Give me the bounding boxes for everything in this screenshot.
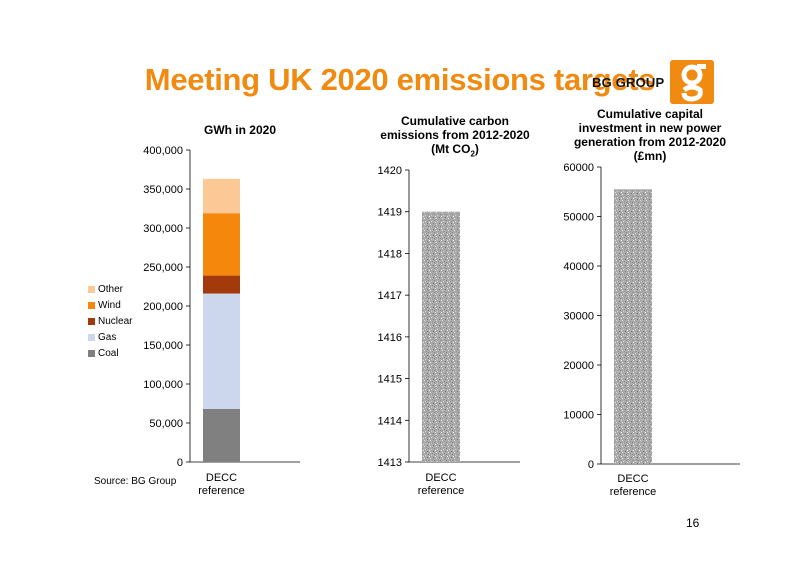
legend-swatch-gas — [88, 333, 95, 341]
chart1-y-tick-label-7: 350,000 — [143, 184, 183, 196]
chart3-title: Cumulative capital investment in new pow… — [560, 107, 740, 163]
chart2-y-tick-label-1: 1414 — [378, 415, 402, 427]
chart3-title-line1: Cumulative capital — [596, 107, 704, 121]
chart2-x-label-line-1: reference — [418, 485, 464, 497]
legend-label-coal: Coal — [98, 347, 119, 359]
chart1-x-label-line-1: reference — [198, 485, 244, 497]
chart3-title-line3: generation from 2012-2020 — [573, 135, 727, 149]
chart1-bar-other — [203, 178, 240, 214]
chart2-title-line2: emissions from 2012-2020 — [380, 128, 530, 142]
chart3-y-tick-label-1: 10000 — [563, 410, 594, 422]
chart2-y-tick-label-3: 1416 — [378, 332, 402, 344]
slide-title: Meeting UK 2020 emissions targets — [144, 62, 656, 97]
legend-swatch-other — [88, 285, 95, 293]
chart2-y-tick-label-6: 1419 — [378, 207, 402, 219]
legend-item-gas: Gas — [88, 329, 132, 345]
chart1-y-tick-label-4: 200,000 — [143, 301, 183, 313]
chart1-y-tick-label-1: 50,000 — [149, 418, 183, 430]
chart1-y-tick-label-8: 400,000 — [143, 145, 183, 157]
chart1-y-tick-label-2: 100,000 — [143, 379, 183, 391]
chart3-y-tick-label-3: 30000 — [563, 311, 594, 323]
legend-swatch-coal — [88, 349, 95, 357]
legend-swatch-wind — [88, 301, 95, 309]
chart3-y-tick-label-5: 50000 — [563, 212, 594, 224]
chart3-y-tick-label-2: 20000 — [563, 360, 594, 372]
legend-label-other: Other — [98, 283, 124, 295]
logo-text: BG GROUP — [592, 75, 665, 90]
chart1-x-label-line-0: DECC — [206, 472, 237, 484]
chart1-bar-coal — [203, 408, 240, 462]
chart3-bar-decc-reference — [614, 189, 652, 464]
chart2-x-label-line-0: DECC — [425, 472, 456, 484]
chart2-y-tick-label-7: 1420 — [378, 165, 402, 177]
chart1-bar-nuclear — [203, 275, 240, 294]
chart2-title-unit: (Mt CO — [431, 142, 471, 156]
chart2-title-end: ) — [474, 142, 479, 156]
chart3-y-tick-label-4: 40000 — [563, 261, 594, 273]
legend-item-nuclear: Nuclear — [88, 313, 132, 329]
chart3-x-label: DECC reference — [610, 473, 656, 498]
chart3-x-label-line-0: DECC — [617, 473, 648, 485]
chart2-y-tick-label-4: 1417 — [378, 290, 402, 302]
legend-label-nuclear: Nuclear — [98, 315, 133, 327]
legend-item-coal: Coal — [88, 345, 132, 361]
chart2-bar-decc-reference — [422, 211, 460, 462]
legend-label-wind: Wind — [98, 299, 121, 311]
chart3-title-line4: (£mn) — [633, 149, 667, 163]
legend-swatch-nuclear — [88, 317, 95, 325]
chart2-title: Cumulative carbon emissions from 2012-20… — [370, 114, 540, 161]
legend-item-other: Other — [88, 281, 132, 297]
chart3-y-tick-label-6: 60000 — [563, 162, 594, 174]
chart1-y-tick-label-3: 150,000 — [143, 340, 183, 352]
chart1-title: GWh in 2020 — [203, 123, 277, 137]
chart1-bar-gas — [203, 293, 240, 409]
chart2-title-sub: 2 — [470, 149, 475, 159]
chart1-y-tick-label-0: 0 — [177, 457, 183, 469]
chart1-x-label: DECC reference — [198, 472, 244, 497]
page-number: 16 — [686, 516, 700, 530]
chart3-x-label-line-1: reference — [610, 486, 656, 498]
chart2-y-tick-label-2: 1415 — [378, 374, 402, 386]
chart3-y-tick-label-0: 0 — [588, 459, 594, 471]
chart2-x-label: DECC reference — [418, 472, 464, 497]
chart1-legend: Other Wind Nuclear Gas Coal — [88, 281, 132, 361]
bg-logo-icon — [670, 60, 714, 104]
chart2-title-line1: Cumulative carbon — [400, 114, 510, 128]
legend-item-wind: Wind — [88, 297, 132, 313]
chart3-title-line2: investment in new power — [578, 121, 722, 135]
chart1-bar-wind — [203, 213, 240, 276]
chart2-y-tick-label-0: 1413 — [378, 457, 402, 469]
source-note: Source: BG Group — [94, 476, 177, 487]
chart1-y-tick-label-6: 300,000 — [143, 223, 183, 235]
chart2-y-tick-label-5: 1418 — [378, 248, 402, 260]
chart1-y-tick-label-5: 250,000 — [143, 262, 183, 274]
legend-label-gas: Gas — [98, 331, 117, 343]
chart2-title-line3: (Mt CO2) — [370, 142, 540, 161]
